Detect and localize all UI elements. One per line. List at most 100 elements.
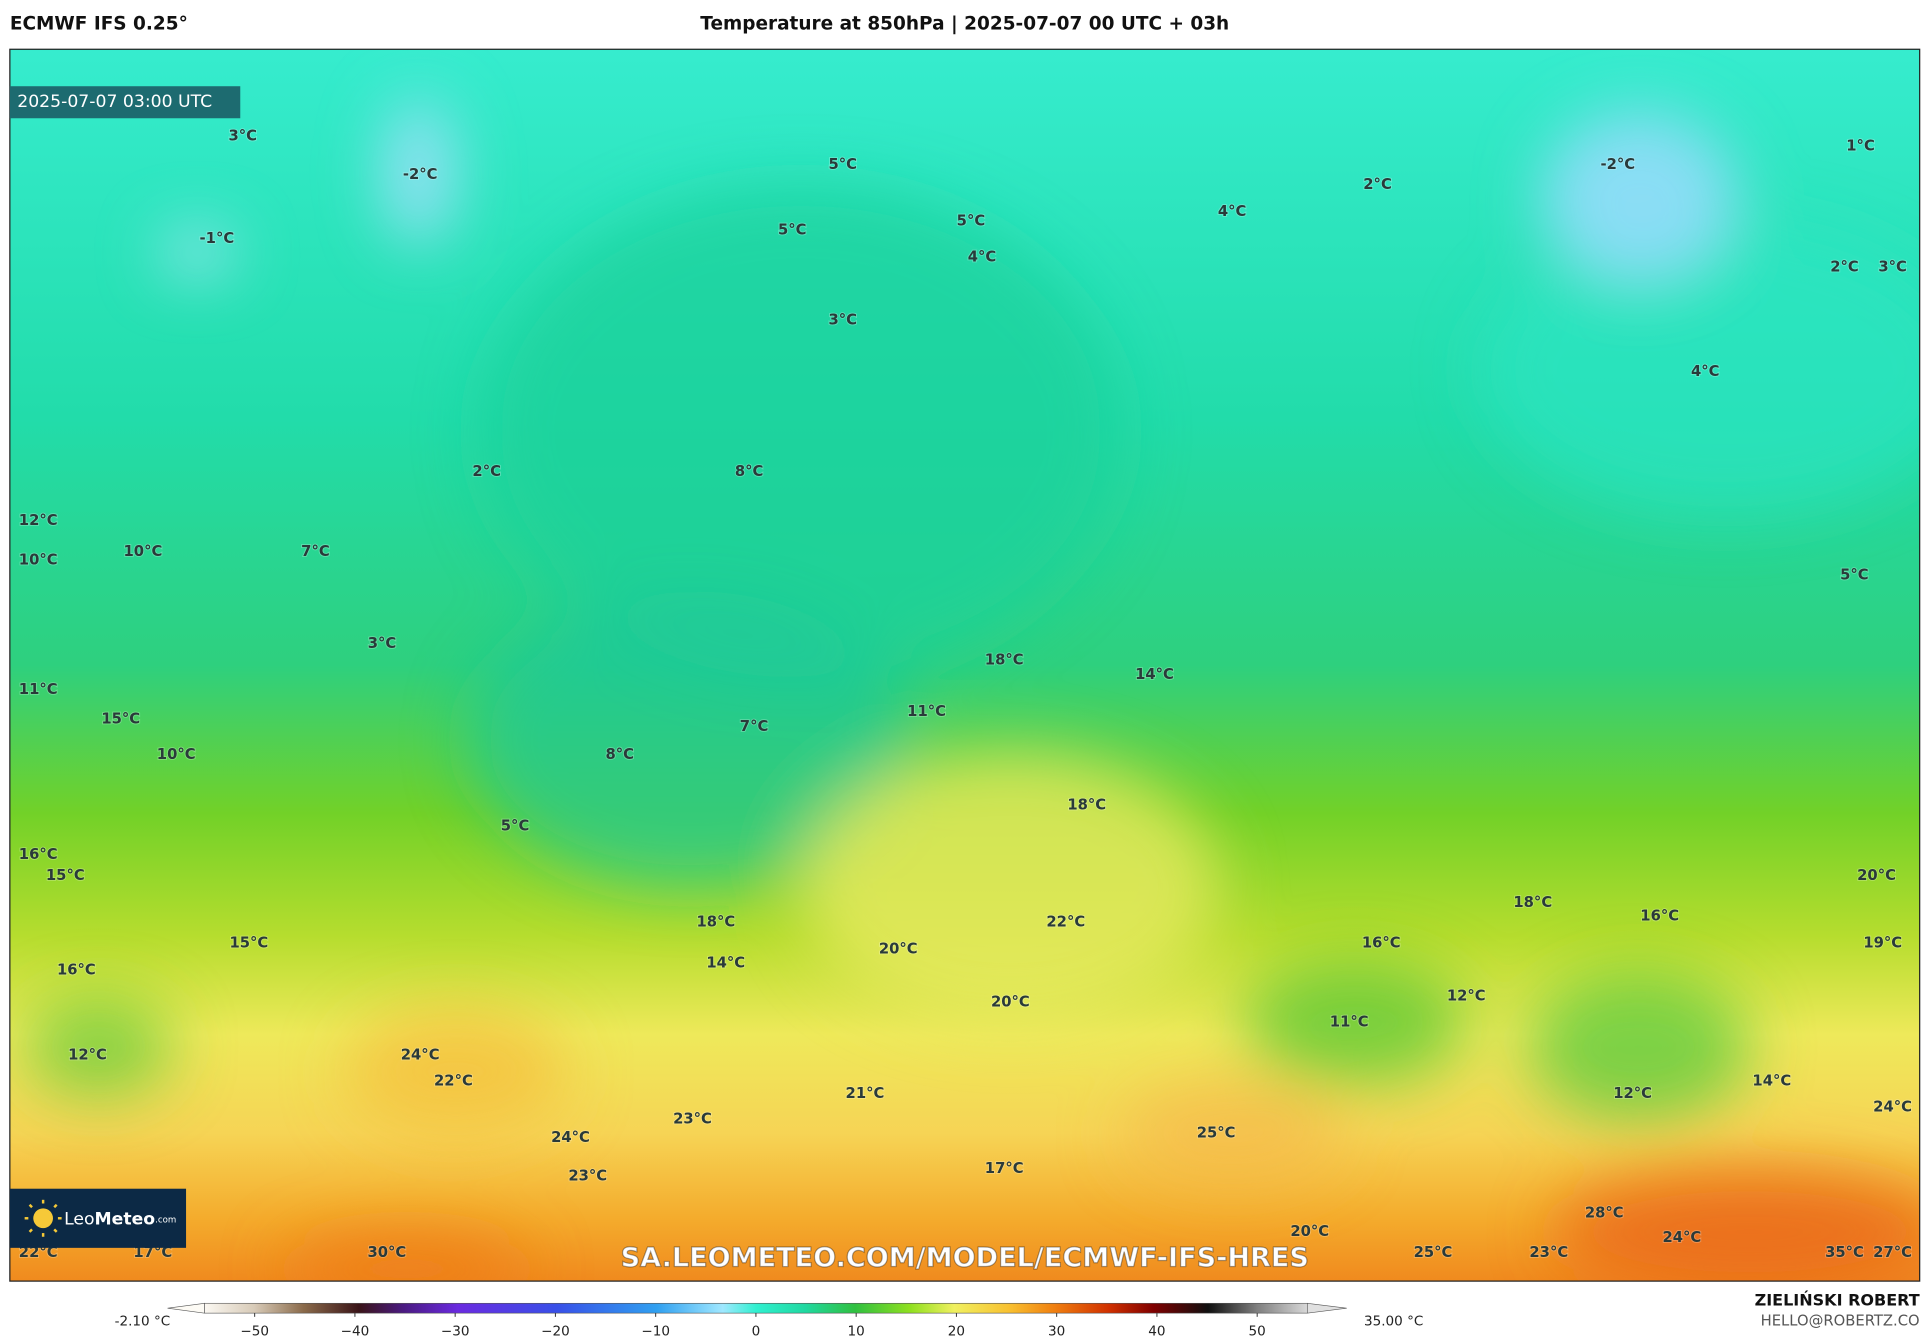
colorbar-extend-low <box>167 1302 205 1314</box>
temperature-label: 18°C <box>1067 797 1106 814</box>
temperature-label: 35°C <box>1825 1244 1864 1261</box>
temperature-label: 5°C <box>1840 566 1869 583</box>
temperature-label: 25°C <box>1197 1124 1236 1141</box>
map: 3°C -2°C -1°C 5°C 5°C 5°C 4°C 3°C 2°C 4°C -2°C 1°C 2… <box>9 49 1920 1282</box>
colorbar-max: 35.00 °C <box>1364 1314 1423 1330</box>
temperature-label: 5°C <box>829 156 858 173</box>
temperature-label: 20°C <box>991 994 1030 1011</box>
temperature-label: 3°C <box>228 128 257 145</box>
temperature-label: 7°C <box>740 718 769 735</box>
temperature-label: 14°C <box>1135 666 1174 683</box>
temperature-label: 8°C <box>606 746 635 763</box>
colorbar-tick-label: 0 <box>752 1324 761 1339</box>
temperature-label: 11°C <box>19 681 58 698</box>
colorbar-tick-label: 50 <box>1249 1324 1266 1339</box>
temperature-label: 7°C <box>301 543 330 560</box>
temperature-label: 14°C <box>1752 1073 1791 1090</box>
temperature-label: -2°C <box>1600 156 1635 173</box>
colorbar-tick-label: 40 <box>1148 1324 1165 1339</box>
temperature-label: 16°C <box>1640 907 1679 924</box>
temperature-label: 24°C <box>551 1129 590 1146</box>
colorbar-extend-high <box>1306 1302 1347 1314</box>
temperature-label: 16°C <box>19 846 58 863</box>
email: HELLO@ROBERTZ.CO <box>1761 1313 1920 1330</box>
logo-text: LeoMeteo.com <box>64 1210 176 1230</box>
title: Temperature at 850hPa | 2025-07-07 00 UT… <box>700 14 1229 35</box>
temperature-label: 15°C <box>46 867 85 884</box>
logo-sun <box>33 1208 53 1229</box>
temperature-label: 12°C <box>68 1047 107 1064</box>
colorbar-tick-label: −10 <box>641 1324 670 1339</box>
temperature-label: 23°C <box>1529 1244 1568 1261</box>
temperature-label: 10°C <box>19 551 58 568</box>
temperature-label: 24°C <box>401 1047 440 1064</box>
temperature-label: -2°C <box>403 166 438 183</box>
temperature-label: 18°C <box>696 914 735 931</box>
colorbar-tick-label: −20 <box>541 1324 570 1339</box>
timestamp-box <box>9 86 241 119</box>
temperature-label: 5°C <box>778 221 807 238</box>
temperature-label: 12°C <box>1613 1085 1652 1102</box>
temperature-label: 10°C <box>124 543 163 560</box>
colorbar-tick-label: −30 <box>441 1324 470 1339</box>
logo: LeoMeteo.com <box>9 1188 187 1248</box>
temperature-label: 14°C <box>706 954 745 971</box>
temperature-label: 25°C <box>1414 1244 1453 1261</box>
temperature-label: 24°C <box>1662 1229 1701 1246</box>
temperature-label: 2°C <box>1830 258 1859 275</box>
temperature-label: 23°C <box>568 1167 607 1184</box>
temperature-label: 21°C <box>846 1085 885 1102</box>
temperature-label: 15°C <box>229 935 268 952</box>
colorbar-min: -2.10 °C <box>115 1314 171 1330</box>
logo-light: Leo <box>64 1210 94 1230</box>
temperature-label: -1°C <box>200 230 235 247</box>
temperature-label: 2°C <box>472 463 501 480</box>
temperature-label: 27°C <box>1873 1244 1912 1261</box>
colorbar-tick-label: 30 <box>1048 1324 1065 1339</box>
temperature-label: 11°C <box>1330 1013 1369 1030</box>
temperature-label: 22°C <box>434 1073 473 1090</box>
temperature-label: 20°C <box>879 941 918 958</box>
temperature-label: 30°C <box>367 1244 406 1261</box>
temperature-label: 8°C <box>735 463 764 480</box>
temperature-label: 23°C <box>673 1111 712 1128</box>
temperature-label: 1°C <box>1846 138 1875 155</box>
temperature-label: 16°C <box>1362 935 1401 952</box>
temperature-label: 17°C <box>985 1160 1024 1177</box>
temperature-label: 3°C <box>829 311 858 328</box>
map-frame <box>9 48 1921 1282</box>
temperature-label: 12°C <box>19 512 58 529</box>
logo-suffix: .com <box>155 1215 176 1225</box>
temperature-label: 4°C <box>1691 363 1720 380</box>
watermark: SA.LEOMETEO.COM/MODEL/ECMWF-IFS-HRES <box>621 1242 1309 1273</box>
temperature-label: 10°C <box>157 746 196 763</box>
logo-bold: Meteo <box>95 1210 156 1230</box>
temperature-label: 15°C <box>101 710 140 727</box>
temperature-labels: 3°C -2°C -1°C 5°C 5°C 5°C 4°C 3°C 2°C 4°C -2°C 1°C 2… <box>18 127 1913 1262</box>
temperature-label: 20°C <box>1857 867 1896 884</box>
temperature-label: 28°C <box>1585 1204 1624 1221</box>
colorbar-tick-label: −50 <box>240 1324 269 1339</box>
temperature-label: 5°C <box>501 818 530 835</box>
temperature-label: 22°C <box>1046 914 1085 931</box>
colorbar-tick-label: −40 <box>341 1324 370 1339</box>
temperature-label: 18°C <box>985 651 1024 668</box>
temperature-label: 3°C <box>1878 258 1907 275</box>
temperature-label: 18°C <box>1513 894 1552 911</box>
temperature-label: 12°C <box>1447 988 1486 1005</box>
logo-rays <box>24 1199 62 1237</box>
colorbar-tick-label: 10 <box>848 1324 865 1339</box>
timestamp: 2025-07-07 03:00 UTC <box>17 92 212 112</box>
temperature-label: 4°C <box>1218 203 1247 220</box>
colorbar: -2.10 °C 35.00 °C −50 −40 −30 −20 −10 0 10 20 30… <box>115 1302 1423 1339</box>
temperature-label: 16°C <box>57 962 96 979</box>
colorbar-tick-label: 20 <box>948 1324 965 1339</box>
model-name: ECMWF IFS 0.25° <box>10 14 188 35</box>
author: ZIELIŃSKI ROBERT <box>1755 1290 1920 1309</box>
temperature-label: 2°C <box>1363 176 1392 193</box>
temperature-label: 3°C <box>368 635 397 652</box>
temperature-label: 5°C <box>957 213 986 230</box>
temperature-field <box>24 98 1920 1282</box>
temperature-label: 11°C <box>907 703 946 720</box>
